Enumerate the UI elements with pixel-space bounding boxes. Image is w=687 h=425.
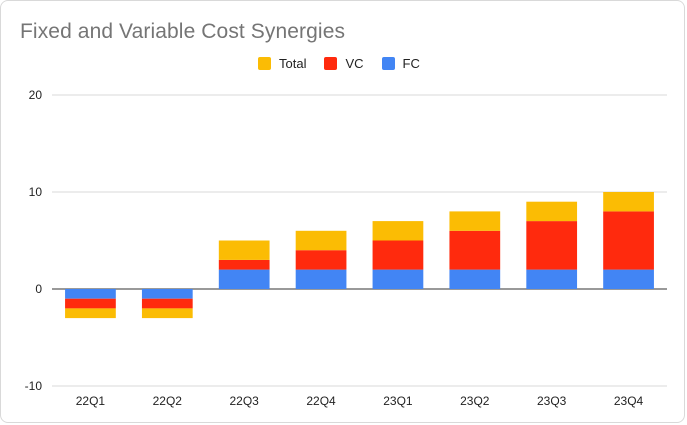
bar-vc-22Q1 — [65, 298, 116, 309]
chart-title: Fixed and Variable Cost Synergies — [20, 20, 346, 43]
legend-swatch-fc — [381, 57, 395, 70]
x-tick-label-22Q1: 22Q1 — [76, 394, 106, 408]
bar-vc-23Q3 — [526, 221, 578, 270]
y-tick-label-1: 0 — [35, 282, 42, 296]
x-tick-label-23Q3: 23Q3 — [537, 394, 567, 408]
bar-vc-23Q1 — [372, 240, 424, 270]
x-tick-label-23Q2: 23Q2 — [460, 394, 490, 408]
x-tick-label-22Q2: 22Q2 — [153, 394, 183, 408]
bar-fc-23Q1 — [372, 269, 424, 289]
bar-fc-23Q2 — [449, 269, 501, 289]
legend-label-fc: FC — [402, 56, 420, 71]
y-tick-label-0: -10 — [25, 379, 43, 393]
bar-fc-22Q2 — [141, 289, 193, 299]
bar-total-23Q2 — [449, 211, 501, 231]
x-tick-label-22Q4: 22Q4 — [306, 394, 336, 408]
legend-swatch-total — [258, 57, 271, 70]
bar-vc-22Q3 — [218, 259, 270, 270]
y-tick-label-3: 20 — [29, 88, 43, 102]
bar-vc-23Q2 — [449, 230, 501, 270]
legend-item-total: Total — [258, 56, 306, 71]
bar-vc-22Q4 — [295, 250, 347, 270]
bar-fc-23Q4 — [603, 269, 654, 289]
bar-fc-22Q4 — [295, 269, 347, 289]
bar-fc-22Q1 — [65, 289, 116, 299]
bar-total-22Q4 — [295, 230, 347, 251]
bar-total-22Q3 — [218, 240, 270, 260]
chart-legend: Total VC FC — [258, 56, 438, 71]
x-tick-label-23Q4: 23Q4 — [614, 394, 644, 408]
legend-item-fc: FC — [381, 56, 420, 71]
x-tick-label-22Q3: 22Q3 — [230, 394, 260, 408]
legend-item-vc: VC — [324, 56, 364, 71]
bar-total-23Q1 — [372, 221, 424, 241]
bar-total-23Q4 — [603, 192, 654, 212]
legend-label-vc: VC — [345, 56, 364, 71]
legend-label-total: Total — [279, 56, 307, 71]
bar-total-22Q2 — [141, 308, 193, 319]
bar-vc-22Q2 — [141, 298, 193, 309]
bar-vc-23Q4 — [603, 211, 654, 270]
bar-total-23Q3 — [526, 201, 578, 222]
legend-swatch-vc — [324, 57, 338, 70]
x-tick-label-23Q1: 23Q1 — [383, 394, 413, 408]
y-tick-label-2: 10 — [29, 185, 43, 199]
bar-fc-23Q3 — [526, 269, 578, 289]
bar-total-22Q1 — [65, 308, 116, 319]
bar-fc-22Q3 — [218, 269, 270, 289]
